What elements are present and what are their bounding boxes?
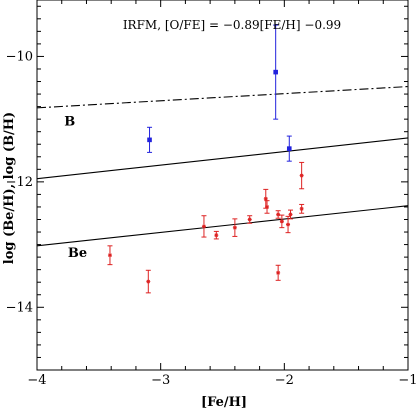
beryllium-marker [263,196,268,201]
plot-frame [36,0,409,371]
fit-line-be [37,205,408,247]
boron-point [286,135,292,162]
beryllium-marker [232,225,237,230]
beryllium-point [288,209,294,220]
x-tick-label: −1 [398,373,417,388]
beryllium-point [279,214,285,229]
beryllium-point [299,203,305,214]
beryllium-point [275,264,281,281]
beryllium-point [201,215,207,238]
beryllium-marker [107,253,112,258]
x-axis-label: [Fe/H] [201,395,247,410]
fit-line-b [37,85,408,109]
beryllium-marker [286,222,291,227]
beryllium-point [299,161,305,190]
line-label-b: B [64,114,75,129]
fit-line-middle [37,137,408,180]
beryllium-marker [276,212,281,217]
y-axis: −10 −12 −14 [6,5,408,371]
beryllium-point [264,200,270,214]
beryllium-point [107,245,113,266]
plot-content [37,24,408,294]
boron-marker [273,69,278,75]
beryllium-point [247,215,253,224]
beryllium-marker [201,224,206,229]
beryllium-marker [276,270,281,275]
x-axis: −4 −3 −2 −1 [27,0,417,388]
boron-point [147,126,153,153]
formula-annotation: IRFM, [O/FE] = −0.89[FE/H] −0.99 [123,18,341,32]
beryllium-marker [299,173,304,178]
line-label-be: Be [68,246,87,261]
x-tick-label: −4 [27,373,46,388]
boron-marker [286,146,292,151]
x-tick-label: −2 [275,373,294,388]
beryllium-marker [299,206,304,211]
y-axis-label: log (Be/H), log (B/H) [2,112,17,264]
beryllium-marker [214,233,219,238]
beryllium-marker [146,279,151,284]
y-tick-label: −10 [6,49,33,64]
boron-marker [147,137,152,143]
beryllium-marker [288,212,293,217]
boron-point [273,24,279,120]
beryllium-point [145,269,151,294]
beryllium-marker [279,219,284,224]
y-tick-label: −12 [6,175,33,190]
beryllium-point [275,210,281,219]
y-tick-label: −14 [6,300,33,315]
x-tick-label: −3 [151,373,170,388]
beryllium-marker [247,217,252,222]
beryllium-point [232,218,238,237]
beryllium-marker [265,204,270,209]
beryllium-point [213,230,219,240]
